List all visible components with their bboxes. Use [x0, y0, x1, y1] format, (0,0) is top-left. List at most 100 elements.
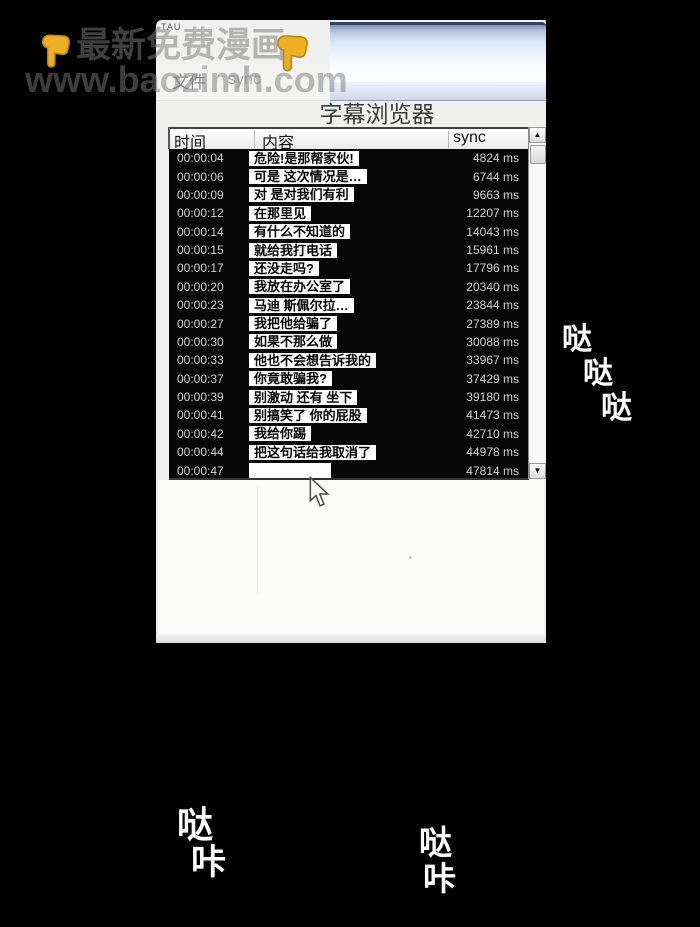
cell-time: 00:00:37: [177, 371, 224, 386]
cell-content: 在那里见: [249, 205, 312, 221]
header-divider: [448, 131, 449, 148]
sfx-text: 咔: [423, 859, 456, 898]
table-row[interactable]: 00:00:33 他也不会想告诉我的 33967 ms: [169, 351, 528, 369]
table-row[interactable]: 00:00:17 还没走吗? 17796 ms: [169, 259, 528, 277]
window-body-empty: [158, 480, 544, 634]
cell-content: 有什么不知道的: [249, 224, 351, 240]
watermark-text: 最新免费漫画: [76, 26, 287, 65]
pointing-down-hand-icon: [38, 27, 73, 69]
cell-time: 00:00:27: [177, 316, 224, 331]
cell-content: 我给你踢: [249, 426, 312, 442]
cell-sync: 39180 ms: [466, 390, 519, 405]
cell-content: 就给我打电话: [249, 242, 338, 258]
cell-content: 危险!是那帮家伙!: [249, 150, 359, 166]
cell-content: 把这句话给我取消了: [249, 444, 377, 460]
scroll-thumb[interactable]: [530, 145, 546, 164]
cell-sync: 33967 ms: [466, 353, 519, 368]
cell-sync: 23844 ms: [466, 298, 519, 313]
cell-content: 别激动 还有 坐下: [249, 389, 358, 405]
table-row[interactable]: 00:00:04 危险!是那帮家伙! 4824 ms: [169, 149, 528, 167]
cell-content: 可是 这次情况是…: [249, 169, 367, 185]
column-header-time[interactable]: 时间: [174, 135, 207, 152]
table-row[interactable]: 00:00:06 可是 这次情况是… 6744 ms: [169, 167, 528, 185]
cell-time: 00:00:44: [177, 445, 224, 460]
cell-content: 对 是对我们有利: [249, 187, 354, 203]
table-row[interactable]: 00:00:14 有什么不知道的 14043 ms: [169, 223, 528, 241]
menu-item-sync[interactable]: sync: [228, 71, 261, 88]
window-title: 字幕浏览器: [319, 101, 435, 127]
subtitle-browser-window: TAU 文件 sync 字幕浏览器 时间 内容 sync 00:00:04 危险…: [156, 20, 546, 643]
cell-content: 你竟敢骗我?: [249, 371, 332, 387]
scroll-up-icon: ▲: [533, 130, 542, 139]
table-row[interactable]: 00:00:44 把这句话给我取消了 44978 ms: [169, 443, 528, 461]
table-row[interactable]: 00:00:15 就给我打电话 15961 ms: [169, 241, 528, 259]
cell-sync: 12207 ms: [466, 206, 519, 221]
table-row[interactable]: 00:00:47 47814 ms: [169, 461, 528, 479]
cell-sync: 15961 ms: [466, 243, 519, 258]
table-row[interactable]: 00:00:12 在那里见 12207 ms: [169, 204, 528, 222]
cell-content: [249, 463, 331, 479]
header-divider: [254, 131, 255, 148]
cell-time: 00:00:17: [177, 261, 224, 276]
scroll-down-button[interactable]: ▼: [529, 463, 546, 479]
scroll-down-icon: ▼: [533, 466, 542, 475]
table-row[interactable]: 00:00:09 对 是对我们有利 9663 ms: [169, 186, 528, 204]
cell-time: 00:00:04: [177, 151, 224, 166]
cell-time: 00:00:39: [177, 390, 224, 405]
table-row[interactable]: 00:00:41 别搞笑了 你的屁股 41473 ms: [169, 406, 528, 424]
cell-time: 00:00:23: [177, 298, 224, 313]
cell-sync: 47814 ms: [466, 463, 519, 478]
cell-time: 00:00:06: [177, 169, 224, 184]
cell-sync: 9663 ms: [472, 187, 519, 202]
cell-content: 如果不那么做: [249, 334, 338, 350]
cell-sync: 20340 ms: [466, 279, 519, 294]
cell-sync: 6744 ms: [472, 169, 519, 184]
background-window-titlebar: [330, 22, 546, 82]
cell-time: 00:00:09: [177, 187, 224, 202]
scroll-up-button[interactable]: ▲: [529, 127, 546, 143]
cell-time: 00:00:30: [177, 334, 224, 349]
cell-content: 马迪 斯佩尔拉…: [249, 297, 354, 313]
mouse-cursor-icon: [308, 475, 331, 508]
table-row[interactable]: 00:00:23 马迪 斯佩尔拉… 23844 ms: [169, 296, 528, 314]
cell-time: 00:00:14: [177, 224, 224, 239]
subtitle-table: 00:00:04 危险!是那帮家伙! 4824 ms 00:00:06 可是 这…: [169, 149, 528, 480]
table-row[interactable]: 00:00:27 我把他给骗了 27389 ms: [169, 314, 528, 332]
cell-content: 还没走吗?: [249, 260, 319, 276]
table-row[interactable]: 00:00:39 别激动 还有 坐下 39180 ms: [169, 388, 528, 406]
cell-content: 我把他给骗了: [249, 316, 338, 332]
sfx-text: 哒: [419, 823, 452, 862]
column-header-sync[interactable]: sync: [453, 129, 486, 146]
cell-sync: 17796 ms: [466, 261, 519, 276]
cell-content: 他也不会想告诉我的: [249, 352, 377, 368]
cell-time: 00:00:20: [177, 279, 224, 294]
cell-time: 00:00:41: [177, 408, 224, 423]
cell-time: 00:00:33: [177, 353, 224, 368]
sfx-text: 哒: [562, 322, 592, 357]
column-header-content[interactable]: 内容: [262, 135, 295, 152]
cell-sync: 4824 ms: [472, 151, 519, 166]
cell-time: 00:00:15: [177, 243, 224, 258]
cell-sync: 27389 ms: [466, 316, 519, 331]
table-row[interactable]: 00:00:37 你竟敢骗我? 37429 ms: [169, 370, 528, 388]
scrollbar[interactable]: ▲ ▼: [528, 127, 546, 480]
menu-bar: 文件 sync: [156, 64, 330, 101]
menu-item-file[interactable]: 文件: [172, 73, 206, 92]
cell-time: 00:00:12: [177, 206, 224, 221]
sfx-text: 咔: [191, 842, 227, 883]
table-row[interactable]: 00:00:30 如果不那么做 30088 ms: [169, 333, 528, 351]
table-row[interactable]: 00:00:20 我放在办公室了 20340 ms: [169, 278, 528, 296]
cell-time: 00:00:42: [177, 426, 224, 441]
table-row[interactable]: 00:00:42 我给你踢 42710 ms: [169, 425, 528, 443]
cell-sync: 37429 ms: [466, 371, 519, 386]
sfx-text: 哒: [601, 390, 632, 426]
cell-sync: 30088 ms: [466, 334, 519, 349]
pointing-down-hand-icon: [273, 27, 311, 73]
cell-sync: 14043 ms: [466, 224, 519, 239]
window-footer-edge: [156, 634, 546, 643]
cell-content: 别搞笑了 你的屁股: [249, 407, 367, 423]
sfx-text: 哒: [177, 804, 214, 846]
cell-sync: 42710 ms: [466, 426, 519, 441]
faint-divider-line: [257, 486, 258, 594]
cell-content: 我放在办公室了: [249, 279, 351, 295]
